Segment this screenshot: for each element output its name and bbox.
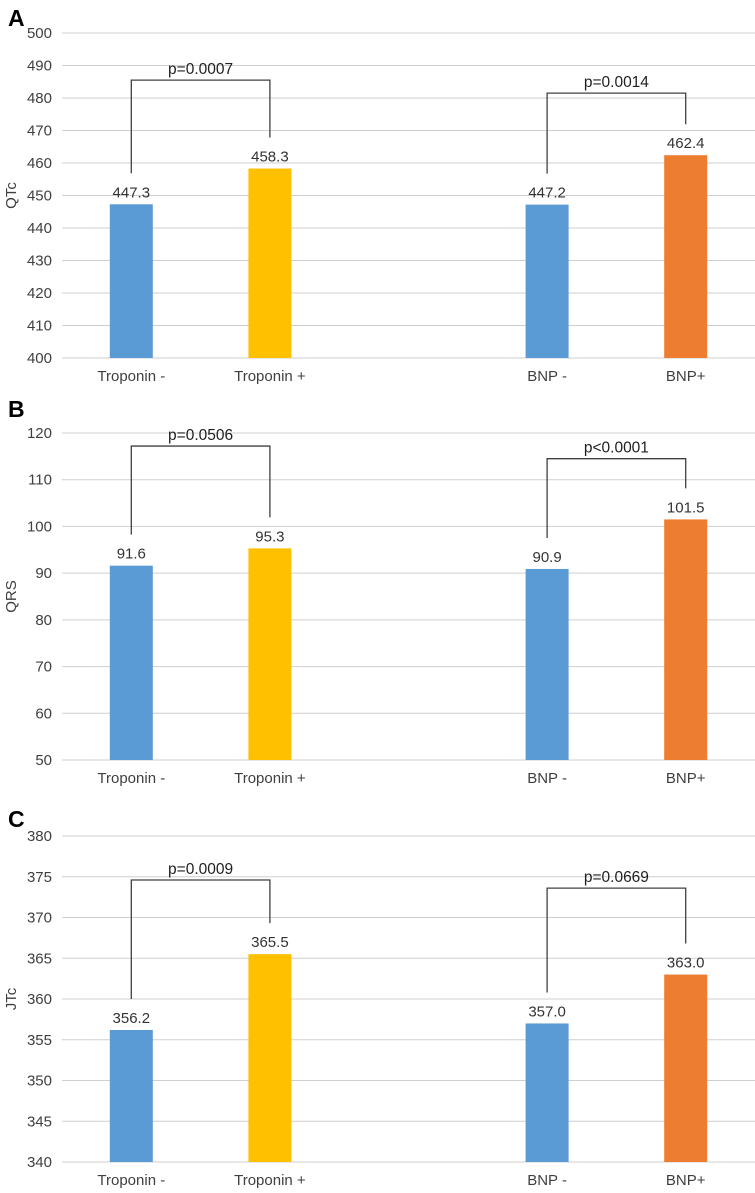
bar-value-label: 447.3 [113, 184, 151, 201]
y-axis-title: JTc [3, 987, 20, 1010]
panel-letter: A [8, 5, 25, 31]
y-axis-tick-label: 120 [27, 425, 52, 442]
x-axis-category-label: BNP+ [666, 1172, 706, 1189]
y-axis-tick-label: 490 [27, 58, 52, 75]
bar-value-label: 357.0 [528, 1003, 566, 1020]
bar-troponin- [109, 204, 153, 358]
bar-bnp+ [664, 519, 708, 760]
x-axis-category-label: Troponin - [97, 770, 165, 787]
y-axis-tick-label: 350 [27, 1073, 52, 1090]
y-axis-tick-label: 430 [27, 253, 52, 270]
panel-c: C 340 345 350 355 360 365 370 375 380 JTc 356.2 Trop… [3, 806, 755, 1189]
bar-value-label: 95.3 [255, 528, 284, 545]
significance-bracket [546, 887, 687, 993]
y-axis-tick-label: 420 [27, 285, 52, 302]
p-value-label: p=0.0669 [584, 869, 649, 886]
x-axis-category-label: BNP - [527, 770, 567, 787]
x-axis-category-label: Troponin + [234, 770, 306, 787]
y-axis-tick-label: 50 [35, 752, 52, 769]
y-axis-tick-label: 360 [27, 991, 52, 1008]
bar-value-label: 365.5 [251, 934, 289, 951]
y-axis-tick-label: 410 [27, 318, 52, 335]
y-axis-tick-label: 400 [27, 350, 52, 367]
y-axis-title: QRS [3, 580, 20, 613]
y-axis-tick-label: 100 [27, 518, 52, 535]
x-axis-category-label: BNP - [527, 1172, 567, 1189]
x-axis-category-label: Troponin + [234, 368, 306, 385]
bar-value-label: 91.6 [117, 546, 146, 563]
bar-bnp- [525, 1023, 569, 1162]
y-axis-tick-label: 375 [27, 869, 52, 886]
y-axis-tick-label: 380 [27, 828, 52, 845]
panel-b: B 50 60 70 80 90 100 110 120 QRS 91.6 Troponin - 95.… [3, 397, 755, 787]
y-axis-tick-label: 60 [35, 705, 52, 722]
panel-a: A 400 410 420 430 440 450 460 470 480 490 500 QTc 447… [3, 5, 755, 385]
panel-letter: C [8, 806, 25, 832]
x-axis-category-label: Troponin - [97, 1172, 165, 1189]
bar-value-label: 101.5 [667, 499, 705, 516]
p-value-label: p=0.0007 [168, 61, 233, 78]
bar-bnp- [525, 568, 569, 760]
bar-value-label: 356.2 [113, 1010, 151, 1027]
y-axis-tick-label: 460 [27, 155, 52, 172]
bar-troponin+ [248, 548, 292, 760]
significance-bracket [130, 79, 271, 174]
bar-value-label: 447.2 [528, 185, 566, 202]
p-value-label: p=0.0014 [584, 74, 649, 91]
bar-troponin- [109, 1029, 153, 1162]
panel-letter: B [8, 397, 25, 422]
y-axis-tick-label: 500 [27, 25, 52, 42]
y-axis-tick-label: 80 [35, 612, 52, 629]
bar-troponin- [109, 565, 153, 760]
x-axis-category-label: Troponin - [97, 368, 165, 385]
y-axis-tick-label: 110 [28, 472, 52, 489]
x-axis-category-label: BNP+ [666, 368, 706, 385]
y-axis-tick-label: 340 [27, 1154, 52, 1171]
y-axis-tick-label: 70 [35, 659, 52, 676]
y-axis-tick-label: 450 [27, 188, 52, 205]
bar-bnp- [525, 204, 569, 358]
y-axis-tick-label: 370 [27, 910, 52, 927]
significance-bracket [130, 445, 271, 535]
bar-troponin+ [248, 168, 292, 358]
y-axis-tick-label: 365 [27, 950, 52, 967]
y-axis-tick-label: 470 [27, 123, 52, 140]
x-axis-category-label: BNP+ [666, 770, 706, 787]
p-value-label: p=0.0506 [168, 427, 233, 444]
y-axis-tick-label: 345 [27, 1113, 52, 1130]
bar-value-label: 90.9 [532, 549, 561, 566]
bar-value-label: 363.0 [667, 955, 705, 972]
significance-bracket [546, 92, 687, 174]
y-axis-tick-label: 440 [27, 220, 52, 237]
y-axis-tick-label: 90 [35, 565, 52, 582]
y-axis-tick-label: 480 [27, 90, 52, 107]
x-axis-category-label: Troponin + [234, 1172, 306, 1189]
bar-bnp+ [664, 974, 708, 1162]
y-axis-tick-label: 355 [27, 1032, 52, 1049]
p-value-label: p<0.0001 [584, 440, 649, 457]
p-value-label: p=0.0009 [168, 861, 233, 878]
x-axis-category-label: BNP - [527, 368, 567, 385]
y-axis-title: QTc [3, 182, 20, 209]
bar-troponin+ [248, 954, 292, 1162]
significance-bracket [546, 458, 687, 538]
significance-bracket [130, 879, 271, 999]
bar-value-label: 458.3 [251, 149, 289, 166]
bar-value-label: 462.4 [667, 135, 705, 152]
bar-bnp+ [664, 155, 708, 358]
